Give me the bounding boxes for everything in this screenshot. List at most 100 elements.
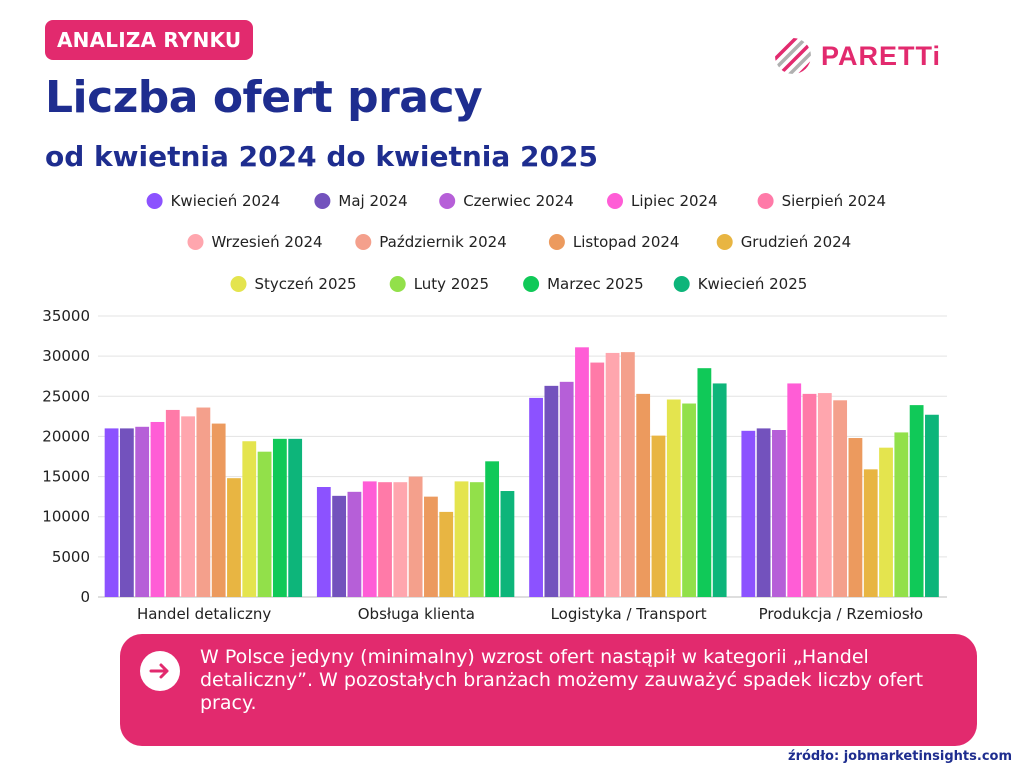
legend-marker [716,234,733,250]
legend-marker [439,193,456,209]
legend-label: Listopad 2024 [573,233,680,251]
bar [925,414,939,597]
page-title: Liczba ofert pracy [45,72,483,123]
bar [879,447,893,597]
bar [756,428,771,597]
source-note: źródło: jobmarketinsights.com [788,749,1012,764]
bar [848,438,863,597]
bar [833,400,848,597]
bar [135,426,150,597]
bar [362,481,377,597]
bar [272,438,287,597]
bar-chart: 0 5000 10000 15000 20000 25000 30000 35000 Hande… [42,192,947,623]
legend-label: Kwiecień 2024 [171,192,281,210]
bar [165,409,180,597]
bar [620,352,635,597]
arrow-right-icon [140,651,180,691]
y-tick-label: 15000 [42,468,90,486]
paretti-logo: PARETTi [773,36,941,76]
bar [741,430,756,597]
legend-label: Czerwiec 2024 [463,192,574,210]
logo-text: PARETTi [821,40,942,71]
bar [666,399,681,597]
callout-text: W Polsce jedyny (minimalny) wzrost ofert… [200,646,924,714]
bar [150,421,165,597]
bar [787,383,802,597]
legend-marker [673,276,690,292]
y-tick-label: 0 [80,588,90,606]
bar [544,385,559,597]
bar [347,491,362,597]
legend-label: Marzec 2025 [547,275,644,293]
bar [817,393,832,597]
bar [316,487,331,597]
y-tick-label: 25000 [42,387,90,405]
bar [181,416,195,597]
bar [227,478,241,597]
bar [697,368,712,597]
bar [485,461,500,597]
x-tick-label: Produkcja / Rzemiosło [759,605,923,623]
bar [119,428,134,597]
bar [529,397,543,597]
bar [196,407,211,597]
bar [211,423,226,597]
legend-label: Sierpień 2024 [782,192,886,210]
y-tick-label: 30000 [42,347,90,365]
bar [636,393,651,597]
bar [500,491,515,597]
legend-label: Luty 2025 [414,275,489,293]
legend-label: Lipiec 2024 [631,192,718,210]
legend-marker [548,234,565,250]
bar [712,383,727,597]
legend-marker [389,276,406,292]
legend-marker [187,234,204,250]
bar [682,403,696,597]
bar [559,381,574,597]
bar [605,352,620,597]
bar [424,496,438,597]
y-tick-label: 35000 [42,307,90,325]
y-tick-label: 5000 [52,548,90,566]
y-tick-label: 10000 [42,508,90,526]
insight-callout: W Polsce jedyny (minimalny) wzrost ofert… [120,634,977,746]
bar [378,482,392,597]
bar [469,482,484,597]
legend-label: Wrzesień 2024 [212,233,323,251]
bar [439,511,454,597]
y-tick-label: 20000 [42,427,90,445]
bar [454,481,469,597]
legend-marker [607,193,623,209]
legend-label: Grudzień 2024 [741,233,852,251]
logo-mark-icon [775,38,811,74]
bar [242,441,257,597]
bar [863,469,878,597]
bar [288,438,303,597]
legend-label: Kwiecień 2025 [698,275,808,293]
legend-marker [230,276,247,292]
legend-marker [146,193,163,209]
bar [894,432,909,597]
bar [257,451,272,597]
bar [408,476,423,597]
bar [590,362,605,597]
page-subtitle: od kwietnia 2024 do kwietnia 2025 [45,140,598,173]
bar [575,347,589,597]
section-tag: ANALIZA RYNKU [45,20,254,60]
x-tick-label: Handel detaliczny [137,605,271,623]
legend-marker [523,276,540,292]
bar [393,482,408,597]
legend-label: Maj 2024 [338,192,407,210]
x-tick-label: Obsługa klienta [358,605,475,623]
x-tick-label: Logistyka / Transport [551,605,707,623]
bar [332,495,347,597]
legend-label: Październik 2024 [379,233,506,251]
bar [104,428,119,597]
legend-marker [314,193,331,209]
bar [772,430,786,597]
bar [802,393,817,597]
legend-label: Styczeń 2025 [255,275,357,293]
bar [651,435,666,597]
bar [909,405,924,597]
legend-marker [355,234,372,250]
